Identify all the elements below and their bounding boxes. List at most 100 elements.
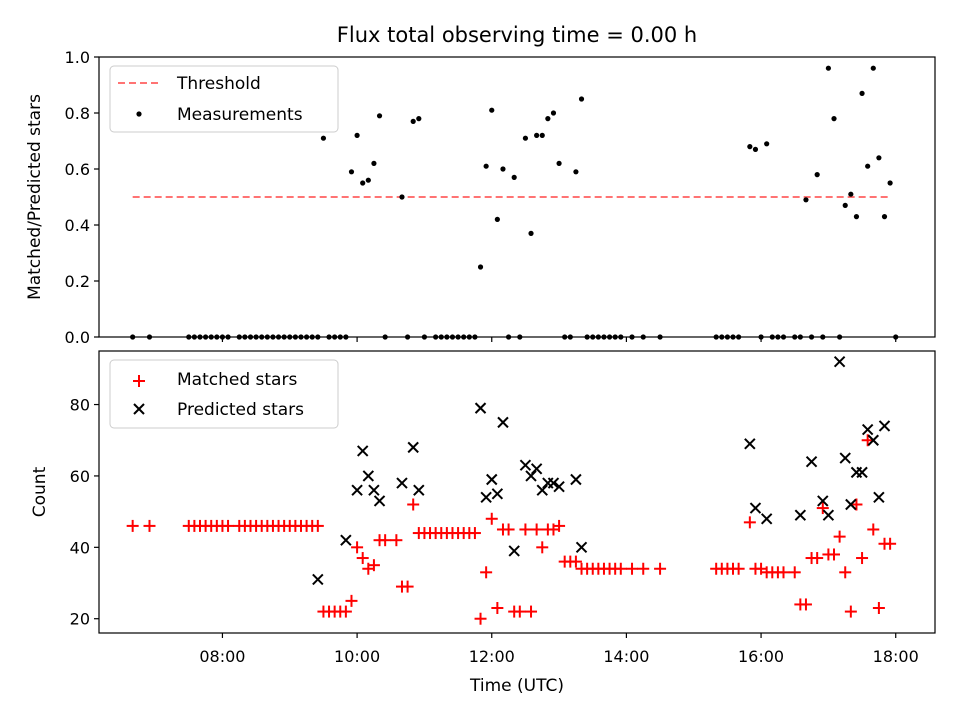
matched-star-point <box>401 580 414 593</box>
measurement-point <box>556 160 562 166</box>
matched-star-point <box>867 523 880 536</box>
matched-star-point <box>480 566 493 579</box>
predicted-star-point <box>817 495 829 507</box>
predicted-star-point <box>861 423 874 436</box>
predicted-star-point <box>839 452 851 464</box>
predicted-star-point <box>856 466 868 479</box>
measurement-point <box>881 214 888 220</box>
measurement-point <box>477 264 484 270</box>
measurement-point <box>853 214 860 220</box>
predicted-star-point <box>474 402 487 414</box>
count-legend-box <box>109 359 339 429</box>
predicted-star-point <box>497 416 509 429</box>
measurement-point <box>399 194 405 200</box>
matched-star-point <box>525 605 538 618</box>
count-y-axis: 20 40 60 80 <box>70 396 99 629</box>
predicted-star-point <box>396 477 408 489</box>
measurement-point <box>539 132 545 138</box>
measurement-point <box>803 197 809 203</box>
matched-star-point <box>407 498 420 511</box>
predicted-star-point <box>833 356 846 368</box>
measurement-point <box>483 163 489 169</box>
matched-star-point <box>861 434 874 447</box>
matched-star-point <box>788 566 801 579</box>
y-tick-label: 1.0 <box>65 48 90 67</box>
ratio-axes-frame <box>98 56 936 338</box>
predicted-legend-swatch <box>133 403 145 415</box>
matched-star-point <box>833 530 846 543</box>
y-tick-label: 20 <box>70 610 90 629</box>
matched-star-point <box>390 534 403 547</box>
measurement-point <box>825 65 831 71</box>
matched-star-point <box>816 502 829 515</box>
matched-star-point <box>777 566 790 579</box>
matched-star-point <box>491 602 504 615</box>
measurement-point <box>550 110 557 116</box>
measurement-point <box>876 155 882 161</box>
measurement-point <box>842 202 848 208</box>
y-tick-label: 0.4 <box>65 216 90 235</box>
measurement-point <box>848 191 854 197</box>
predicted-star-point <box>570 473 582 486</box>
y-tick-label: 0.2 <box>65 272 90 291</box>
measurement-point <box>500 166 506 172</box>
measurement-point <box>360 180 366 186</box>
measurement-point <box>410 118 416 124</box>
measurement-point <box>354 132 360 138</box>
y-tick-label: 0.6 <box>65 160 90 179</box>
predicted-star-point <box>368 484 380 496</box>
predicted-star-point <box>356 445 369 457</box>
matched-star-point <box>569 555 582 568</box>
measurement-point <box>752 146 759 152</box>
predicted-star-point <box>491 488 504 500</box>
matched-star-point <box>126 519 139 532</box>
measurement-point <box>545 116 551 122</box>
x-tick-label: 08:00 <box>199 647 245 666</box>
measurements-legend-label: Measurements <box>177 105 303 125</box>
measurement-point <box>416 116 422 122</box>
predicted-star-point <box>373 495 386 507</box>
matched-star-point <box>536 541 549 554</box>
matched-star-point <box>345 594 358 607</box>
measurement-point <box>859 90 865 96</box>
matched-star-point <box>799 598 812 611</box>
predicted-star-point <box>362 470 375 482</box>
x-tick-label: 14:00 <box>603 647 649 666</box>
predicted-legend-label: Predicted stars <box>177 400 304 420</box>
predicted-star-point <box>547 477 560 489</box>
ratio-y-axis-label: Matched/Predicted stars <box>25 94 45 300</box>
y-tick-label: 80 <box>70 396 90 415</box>
measurement-point <box>764 141 770 147</box>
matched-star-point <box>872 602 885 615</box>
measurement-point <box>831 116 837 122</box>
matched-star-point <box>519 523 532 536</box>
predicted-star-point <box>486 473 498 486</box>
matched-star-point <box>614 562 627 575</box>
ratio-panel: 0.0 0.2 0.4 0.6 0.8 1.0 Matched/Predicted sta… <box>25 48 936 347</box>
predicted-star-point <box>340 534 352 546</box>
matched-star-point <box>811 552 824 565</box>
measurement-point <box>534 132 540 138</box>
predicted-star-point <box>413 484 425 496</box>
matched-star-point <box>143 519 156 532</box>
matched-star-point <box>379 534 392 547</box>
measurement-point <box>348 169 355 175</box>
matched-star-point <box>530 523 543 536</box>
matched-star-point <box>844 605 857 618</box>
matched-star-point <box>351 541 364 554</box>
matched-star-point <box>356 552 369 565</box>
measurement-point <box>747 144 753 150</box>
predicted-star-point <box>519 459 532 471</box>
count-y-axis-label: Count <box>30 466 50 517</box>
measurement-point <box>371 160 377 166</box>
matched-star-point <box>485 512 498 525</box>
y-tick-label: 0.0 <box>65 328 90 347</box>
matched-star-point <box>884 537 897 550</box>
measurement-point <box>573 169 579 175</box>
count-plot-area <box>126 356 897 625</box>
matched-legend-label: Matched stars <box>177 370 297 390</box>
measurement-point <box>494 216 500 222</box>
x-axis-label: Time (UTC) <box>469 676 564 696</box>
measurement-point <box>528 230 534 236</box>
